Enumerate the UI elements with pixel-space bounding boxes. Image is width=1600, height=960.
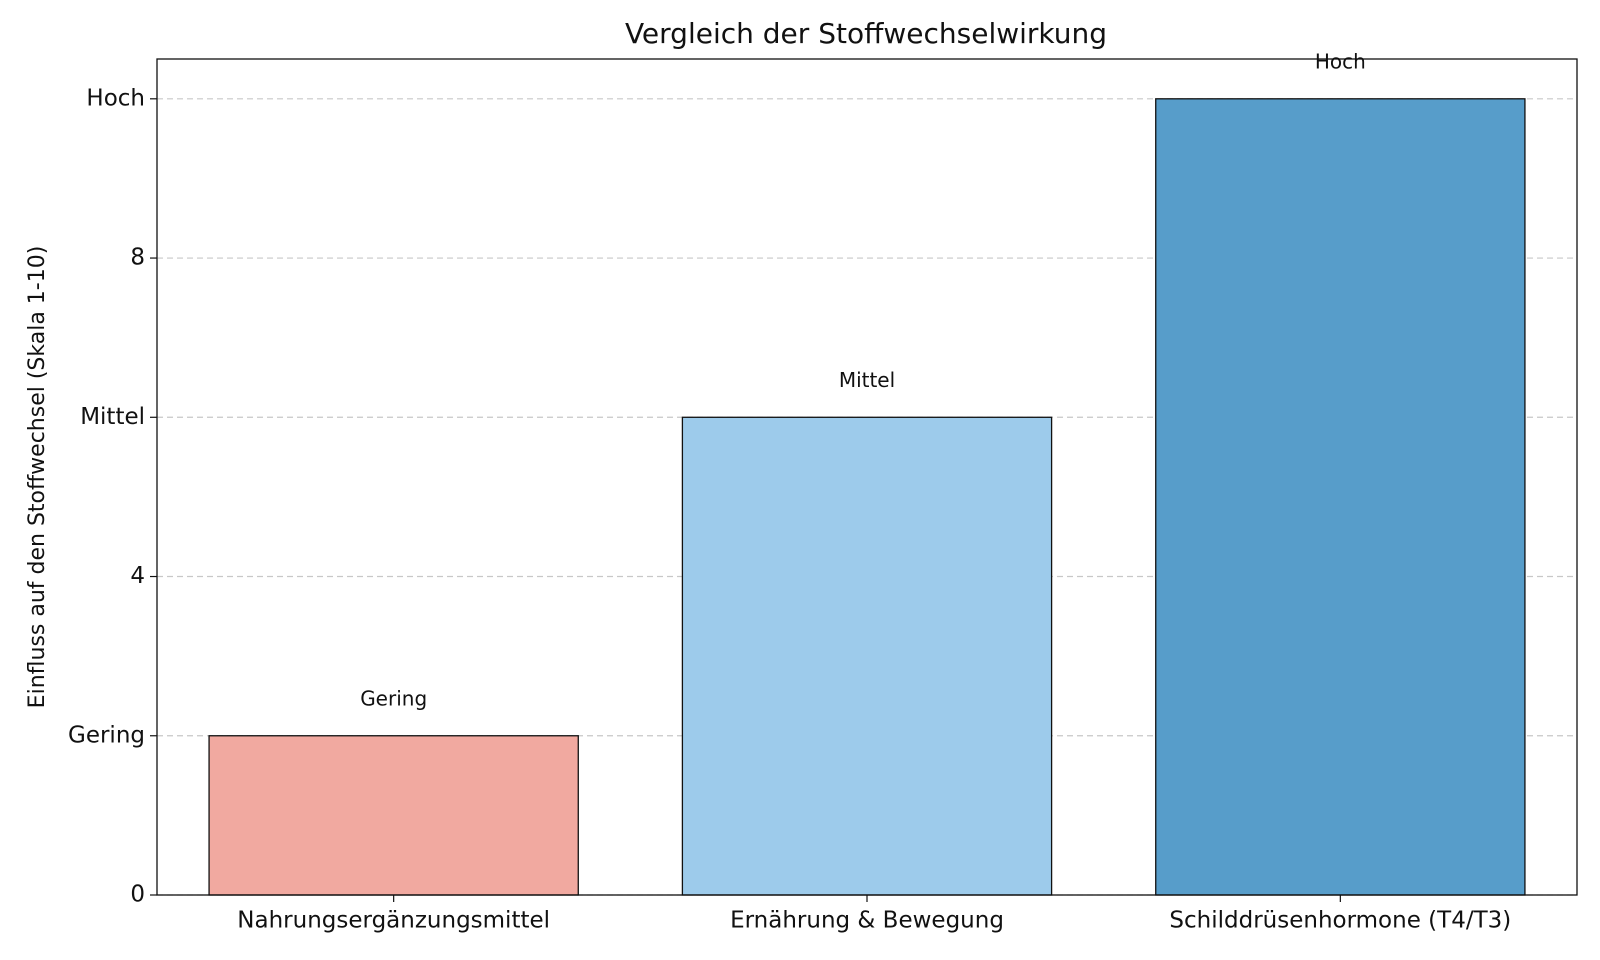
y-tick-label: 4 [130,563,145,589]
value-label: Hoch [1315,49,1366,73]
y-tick-label: Mittel [80,404,145,430]
y-tick-label: Gering [68,722,145,748]
y-tick-label: Hoch [86,85,145,111]
x-tick-label: Nahrungsergänzungsmittel [237,908,550,934]
value-label: Mittel [839,368,895,392]
x-tick-label: Ernährung & Bewegung [730,908,1004,934]
bar [1155,98,1526,896]
x-tick-label: Schilddrüsenhormone (T4/T3) [1169,908,1511,934]
y-tick-label: 8 [130,245,145,271]
y-tick-label: 0 [130,882,145,908]
value-label: Gering [360,686,427,710]
plot-frame [156,58,1578,896]
chart-title: Vergleich der Stoffwechselwirkung [625,17,1107,50]
bar [681,416,1053,896]
bar [208,735,579,896]
y-axis-label: Einfluss auf den Stoffwechsel (Skala 1-1… [25,246,50,709]
